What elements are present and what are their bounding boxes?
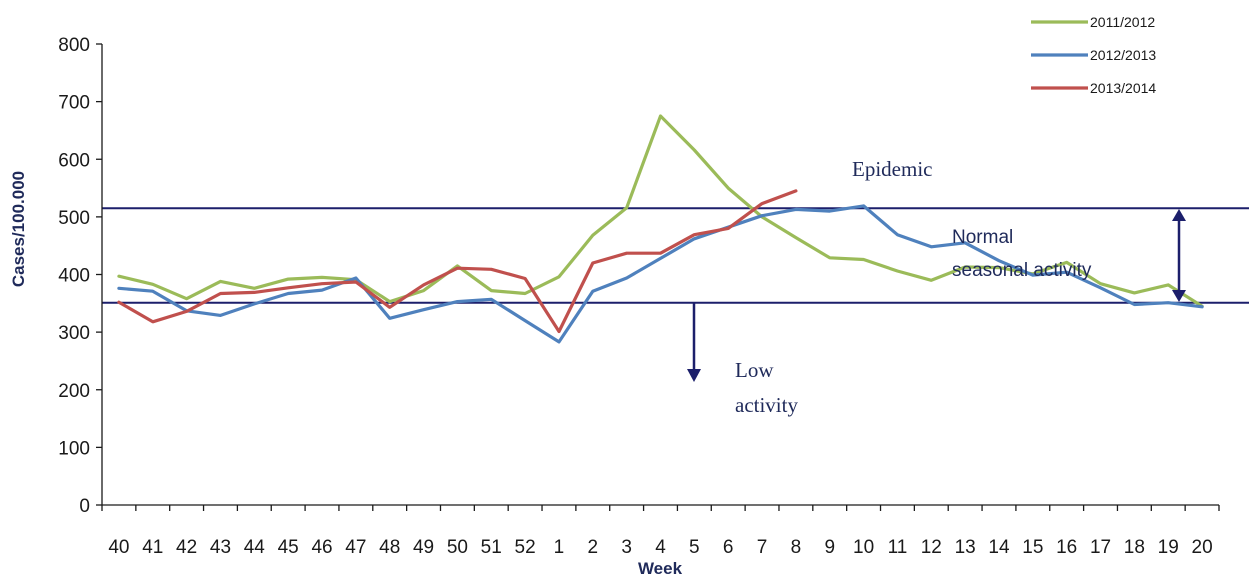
series-line: [117, 189, 798, 334]
y-tick-label: 200: [58, 381, 90, 402]
x-tick-label: 45: [278, 537, 299, 558]
y-tick-label: 700: [58, 93, 90, 114]
x-tick-label: 13: [955, 537, 976, 558]
x-tick-label: 40: [108, 537, 129, 558]
y-tick-label: 0: [79, 496, 90, 517]
annotations: Epidemic Normal seasonal activity Low ac…: [687, 157, 1186, 417]
x-tick-label: 4: [655, 537, 666, 558]
x-tick-label: 3: [621, 537, 632, 558]
x-tick-label: 14: [988, 537, 1010, 558]
x-tick-label: 18: [1124, 537, 1145, 558]
x-tick-label: 11: [888, 537, 908, 558]
x-tick-label: 16: [1056, 537, 1077, 558]
x-tick-label: 10: [853, 537, 874, 558]
series-lines: [117, 114, 1204, 344]
x-tick-label: 50: [447, 537, 468, 558]
normal-range-arrow: [1172, 209, 1186, 302]
x-tick-label: 15: [1022, 537, 1043, 558]
x-tick-label: 5: [689, 537, 700, 558]
x-tick-label: 9: [824, 537, 835, 558]
x-tick-label: 20: [1192, 537, 1213, 558]
epidemic-label: Epidemic: [852, 157, 932, 181]
x-tick-label: 44: [244, 537, 266, 558]
x-tick-label: 7: [757, 537, 768, 558]
y-tick-label: 500: [58, 208, 90, 229]
x-ticks: 40 41 42 43 44 45 46 47 48 49 50 51 52 1 2 3 4 5 6 7 8 9 10 11 1…: [101, 505, 1220, 558]
x-tick-label: 51: [481, 537, 502, 558]
x-tick-label: 42: [176, 537, 197, 558]
y-tick-label: 600: [58, 150, 90, 171]
x-axis-title: Week: [638, 559, 683, 578]
legend-entry: 2011/2012: [1090, 14, 1155, 30]
y-tick-label: 100: [58, 438, 90, 459]
normal-activity-label-line2: seasonal activity: [952, 260, 1092, 281]
legend: 2011/2012 2012/2013 2013/2014: [1031, 14, 1156, 96]
x-tick-label: 12: [921, 537, 942, 558]
normal-activity-label-line1: Normal: [952, 227, 1013, 248]
x-tick-label: 41: [142, 537, 163, 558]
x-tick-label: 46: [311, 537, 332, 558]
x-tick-label: 1: [554, 537, 565, 558]
y-ticks: 0 100 200 300 400 500 600 700 800: [58, 35, 102, 517]
threshold-lines: [102, 207, 1249, 304]
x-tick-label: 52: [515, 537, 536, 558]
low-activity-label-line2: activity: [735, 393, 798, 417]
y-tick-label: 800: [58, 35, 90, 56]
low-activity-label-line1: Low: [735, 358, 774, 382]
x-tick-label: 6: [723, 537, 734, 558]
x-tick-label: 8: [791, 537, 802, 558]
x-tick-label: 2: [588, 537, 599, 558]
y-tick-label: 300: [58, 323, 90, 344]
x-tick-label: 19: [1158, 537, 1179, 558]
legend-entry: 2012/2013: [1090, 47, 1156, 63]
x-tick-label: 49: [413, 537, 434, 558]
low-activity-arrow: [687, 302, 701, 382]
x-tick-label: 43: [210, 537, 231, 558]
x-tick-label: 17: [1090, 537, 1111, 558]
legend-entry: 2013/2014: [1090, 80, 1156, 96]
y-axis-title: Cases/100.000: [9, 171, 28, 287]
x-tick-label: 47: [345, 537, 366, 558]
x-tick-label: 48: [379, 537, 400, 558]
series-line: [117, 204, 1204, 344]
y-tick-label: 400: [58, 266, 90, 287]
